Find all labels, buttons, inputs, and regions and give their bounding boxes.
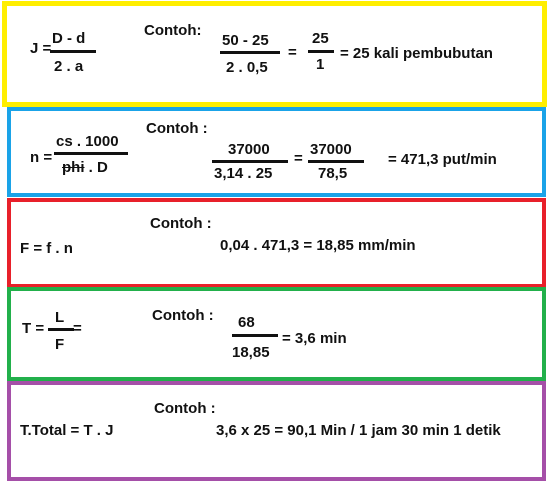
t-contoh-label: Contoh : [152,307,214,324]
n-example-bar [212,160,288,163]
j-formula-denominator: 2 . a [54,58,84,75]
j-example-bar [220,51,280,54]
formula-box-f [7,198,546,288]
t-example-numerator: 68 [238,314,255,331]
t-formula-numerator: L [55,309,65,326]
t-formula-bar [48,328,74,331]
f-formula: F = f . n [20,240,73,257]
n-simplified-numerator: 37000 [310,141,352,158]
total-example: 3,6 x 25 = 90,1 Min / 1 jam 30 min 1 det… [216,422,501,439]
j-formula-bar [50,50,96,53]
n-formula-numerator: cs . 1000 [56,133,119,150]
n-phi-strikethrough: phi [62,159,85,176]
n-formula-lhs: n = [30,149,53,166]
formula-box-j [2,1,547,107]
t-result: = 3,6 min [282,330,347,347]
n-simplified-denominator: 78,5 [318,165,348,182]
n-formula-bar [54,152,128,155]
formula-box-t [7,287,546,381]
n-example-equals: = [294,150,303,167]
t-example-denominator: 18,85 [232,344,270,361]
formula-box-total [7,381,546,481]
n-example-denominator: 3,14 . 25 [214,165,273,182]
t-formula-denominator: F [55,336,65,353]
total-formula: T.Total = T . J [20,422,114,439]
n-contoh-label: Contoh : [146,120,208,137]
t-formula-tail: = [73,320,82,337]
n-simplified-bar [308,160,364,163]
j-result: = 25 kali pembubutan [340,45,493,62]
total-contoh-label: Contoh : [154,400,216,417]
n-result: = 471,3 put/min [388,151,497,168]
n-formula-denominator: phi . D [62,159,108,176]
n-example-numerator: 37000 [228,141,270,158]
j-formula-lhs: J = [30,40,52,57]
formula-box-n [7,107,546,197]
n-formula-denominator-rest: . D [84,159,108,176]
j-formula-numerator: D - d [52,30,86,47]
j-example-numerator: 50 - 25 [222,32,269,49]
j-contoh-label: Contoh: [144,22,202,39]
j-example-denominator: 2 . 0,5 [226,59,268,76]
j-simplified-numerator: 25 [312,30,329,47]
j-example-equals: = [288,44,297,61]
j-simplified-denominator: 1 [316,56,325,73]
j-simplified-bar [308,50,334,53]
f-contoh-label: Contoh : [150,215,212,232]
f-example: 0,04 . 471,3 = 18,85 mm/min [220,237,416,254]
t-formula-lhs: T = [22,320,45,337]
t-example-bar [232,334,278,337]
